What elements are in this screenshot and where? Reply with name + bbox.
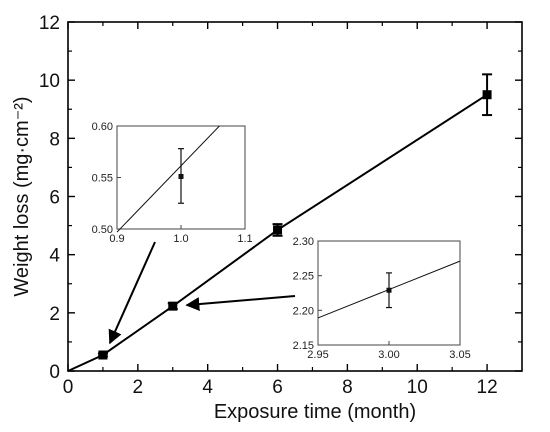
y-axis-title: Weight loss (mg·cm⁻²) — [11, 96, 33, 296]
inset-x-tick-label: 3.05 — [449, 349, 470, 361]
inset-y-tick-label: 2.20 — [293, 305, 314, 317]
data-point — [482, 90, 492, 100]
x-tick-label: 2 — [133, 377, 144, 398]
y-tick-label: 2 — [49, 304, 60, 325]
arrow-to-inset-1 — [108, 241, 156, 345]
x-tick-label: 12 — [477, 377, 498, 398]
x-axis-title: Exposure time (month) — [214, 401, 416, 423]
x-tick-label: 8 — [342, 377, 353, 398]
arrow-to-inset-2 — [185, 295, 296, 312]
inset-x-tick-label: 1.1 — [237, 233, 252, 245]
y-tick-label: 0 — [49, 362, 60, 383]
inset-y-tick-label: 2.30 — [293, 236, 314, 248]
y-tick-label: 10 — [39, 71, 60, 92]
inset-data-point — [178, 173, 184, 179]
x-tick-label: 4 — [202, 377, 213, 398]
x-tick-label: 6 — [272, 377, 283, 398]
inset-y-tick-label: 0.50 — [92, 224, 113, 236]
inset-x-tick-label: 3.00 — [378, 349, 399, 361]
x-tick-label: 10 — [407, 377, 428, 398]
inset-y-tick-label: 2.15 — [293, 340, 314, 352]
x-tick-label: 0 — [63, 377, 74, 398]
y-tick-label: 8 — [49, 129, 60, 150]
data-point — [273, 225, 283, 235]
inset-data-point — [386, 287, 392, 293]
inset-y-tick-label: 2.25 — [293, 271, 314, 283]
data-point — [98, 350, 108, 360]
y-tick-label: 6 — [49, 188, 60, 209]
inset-y-tick-label: 0.60 — [92, 121, 113, 133]
inset-series-line — [116, 125, 220, 233]
inset-chart-2: 2.95 3.00 3.05 2.15 2.20 2.25 2.30 — [293, 236, 471, 361]
inset-y-tick-label: 0.55 — [92, 173, 113, 185]
pointer-arrows — [108, 241, 296, 345]
inset-x-tick-label: 0.9 — [109, 233, 124, 245]
data-point — [168, 301, 178, 311]
inset-x-tick-label: 2.95 — [307, 349, 328, 361]
y-tick-label: 12 — [39, 13, 60, 34]
inset-chart-1: 0.9 1.0 1.1 0.50 0.55 0.60 — [92, 121, 253, 245]
inset-x-tick-label: 1.0 — [173, 233, 188, 245]
main-plot: 0 2 4 6 8 10 12 0 2 4 6 8 10 12 — [39, 13, 523, 398]
y-tick-label: 4 — [49, 246, 60, 267]
